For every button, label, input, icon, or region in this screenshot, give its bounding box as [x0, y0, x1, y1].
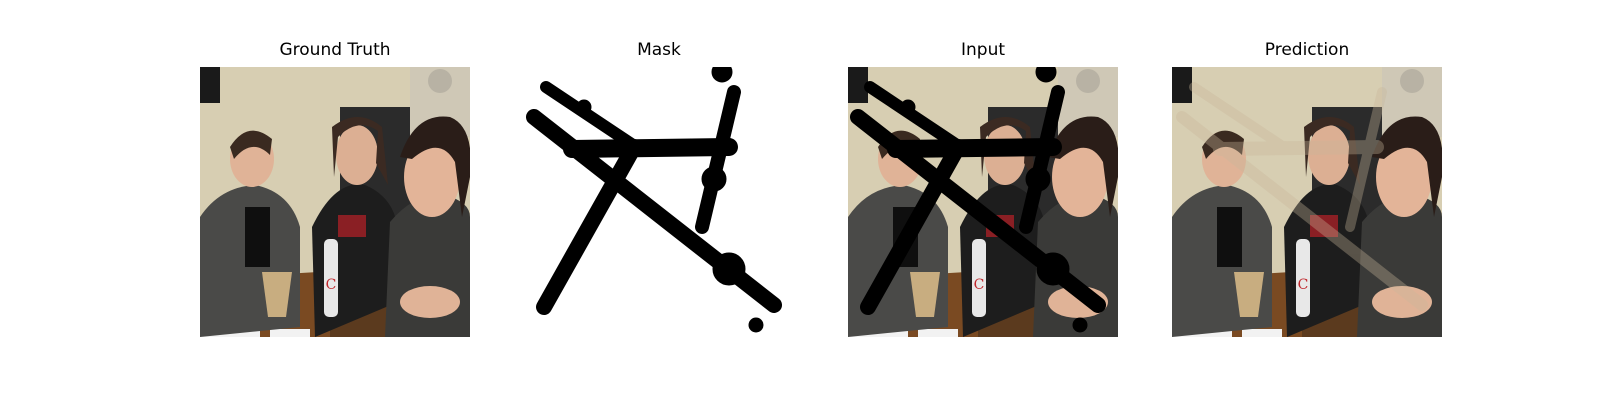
panel-title: Ground Truth: [279, 40, 391, 60]
panel-title: Input: [960, 40, 1006, 60]
ground-truth-panel: Ground Truth: [200, 0, 470, 400]
mask-image: [524, 67, 794, 337]
mask-panel: Mask: [524, 0, 794, 400]
panel-title: Mask: [637, 40, 681, 60]
panel-title: Prediction: [1264, 40, 1350, 60]
input-image: [848, 67, 1118, 337]
input-panel: Input: [848, 0, 1118, 400]
ground-truth-image: [200, 67, 470, 337]
prediction-image: [1172, 67, 1442, 337]
prediction-panel: Prediction: [1172, 0, 1442, 400]
